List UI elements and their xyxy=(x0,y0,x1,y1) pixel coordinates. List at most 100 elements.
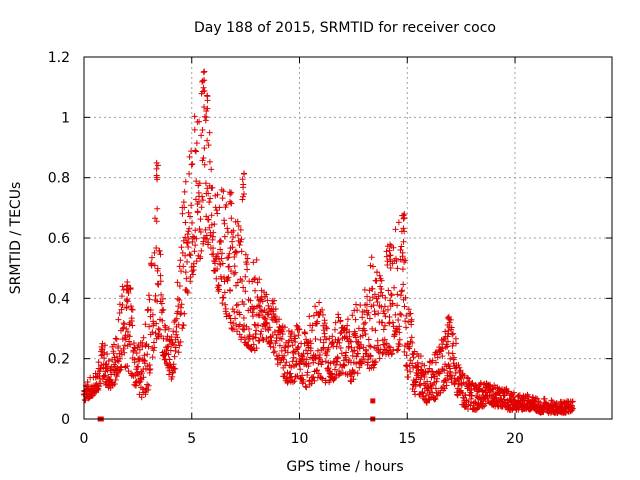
data-point xyxy=(263,320,270,327)
data-point xyxy=(222,301,229,308)
data-point xyxy=(434,375,441,382)
data-point xyxy=(154,280,161,287)
data-point xyxy=(314,318,321,325)
data-point xyxy=(382,313,389,320)
data-point xyxy=(258,328,265,335)
data-point xyxy=(197,253,204,260)
data-point xyxy=(101,355,108,362)
data-point xyxy=(295,343,302,350)
data-point xyxy=(240,193,247,200)
data-point xyxy=(348,373,355,380)
data-point xyxy=(278,336,285,343)
data-point xyxy=(439,366,446,373)
data-point xyxy=(335,336,342,343)
data-point xyxy=(149,311,156,318)
data-point xyxy=(336,371,343,378)
data-point xyxy=(444,314,451,321)
data-point xyxy=(229,238,236,245)
data-point xyxy=(178,310,185,317)
data-point xyxy=(386,313,393,320)
data-point xyxy=(228,189,235,196)
data-point xyxy=(401,342,408,349)
data-point xyxy=(142,321,149,328)
data-point xyxy=(416,381,423,388)
data-point xyxy=(432,359,439,366)
data-point xyxy=(361,327,368,334)
data-point xyxy=(226,287,233,294)
data-point xyxy=(399,266,406,273)
data-point xyxy=(374,342,381,349)
data-point xyxy=(406,311,413,318)
data-point xyxy=(407,310,414,317)
data-point xyxy=(489,385,496,392)
data-point xyxy=(198,247,205,254)
chart-title: Day 188 of 2015, SRMTID for receiver coc… xyxy=(194,20,496,36)
data-point xyxy=(351,347,358,354)
data-point xyxy=(286,362,293,369)
data-point xyxy=(247,297,254,304)
data-point xyxy=(120,320,127,327)
data-point xyxy=(349,312,356,319)
data-point xyxy=(398,243,405,250)
data-point xyxy=(467,389,474,396)
data-point xyxy=(170,365,177,372)
data-point xyxy=(323,325,330,332)
data-point xyxy=(325,344,332,351)
data-point xyxy=(419,390,426,397)
data-point xyxy=(132,345,139,352)
data-point xyxy=(147,307,154,314)
data-point xyxy=(224,225,231,232)
data-point xyxy=(211,221,218,228)
data-point xyxy=(187,252,194,259)
data-point xyxy=(421,362,428,369)
data-point xyxy=(154,205,161,212)
data-point xyxy=(199,77,206,84)
data-point xyxy=(104,363,111,370)
data-point xyxy=(316,352,323,359)
data-point xyxy=(319,375,326,382)
data-point xyxy=(196,180,203,187)
data-point xyxy=(124,328,131,335)
data-point xyxy=(431,396,438,403)
data-point xyxy=(353,301,359,308)
data-point xyxy=(240,301,247,308)
data-point xyxy=(249,313,256,320)
data-point xyxy=(183,275,190,282)
data-point xyxy=(209,184,216,191)
data-point xyxy=(202,180,209,187)
data-point xyxy=(153,244,160,251)
data-point xyxy=(402,294,409,301)
data-point xyxy=(223,201,230,208)
y-tick-label: 0.8 xyxy=(48,171,70,187)
data-point xyxy=(142,391,149,398)
data-point xyxy=(453,340,460,347)
data-point xyxy=(149,354,156,361)
data-point xyxy=(386,320,393,327)
data-point xyxy=(140,374,147,381)
data-point xyxy=(198,204,205,211)
data-point xyxy=(208,212,215,219)
data-point xyxy=(383,248,390,255)
data-point xyxy=(367,352,374,359)
data-point xyxy=(95,387,102,394)
data-point xyxy=(146,296,153,303)
data-point xyxy=(212,260,219,267)
data-point xyxy=(541,395,548,402)
data-point xyxy=(200,69,207,76)
data-point xyxy=(230,326,237,333)
data-point xyxy=(316,299,323,306)
data-point xyxy=(299,353,306,360)
data-point xyxy=(306,313,313,320)
data-point xyxy=(235,223,242,230)
data-point xyxy=(366,315,373,322)
data-point xyxy=(352,334,359,341)
data-point xyxy=(409,360,416,367)
data-point xyxy=(157,272,164,279)
data-point xyxy=(120,345,127,352)
data-point xyxy=(163,335,170,342)
data-point xyxy=(158,300,165,307)
data-point xyxy=(235,301,242,308)
data-point xyxy=(238,334,245,341)
data-point xyxy=(457,367,464,374)
data-point xyxy=(135,371,142,378)
